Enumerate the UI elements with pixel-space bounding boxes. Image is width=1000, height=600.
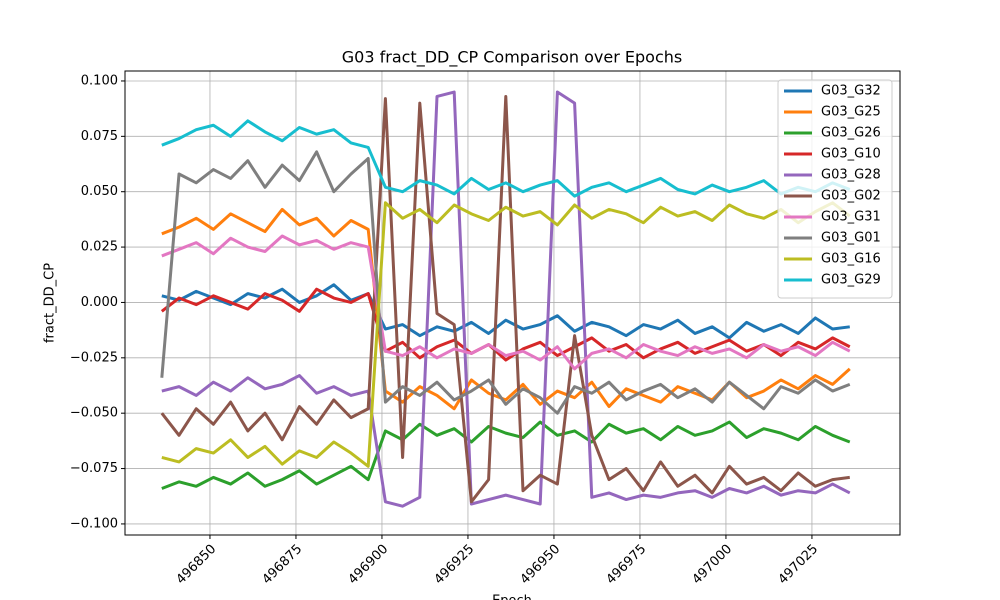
y-tick-label: −0.050 xyxy=(70,406,118,421)
series-line xyxy=(161,283,850,340)
chart-title: G03 fract_DD_CP Comparison over Epochs xyxy=(342,48,682,68)
plot-lines xyxy=(160,90,851,508)
legend-label: G03_G26 xyxy=(821,126,881,141)
y-axis-label: fract_DD_CP xyxy=(43,263,58,343)
x-tick-label: 497000 xyxy=(690,542,736,588)
x-tick-label: 497025 xyxy=(776,542,822,588)
legend-label: G03_G32 xyxy=(821,84,881,99)
y-tick-label: 0.000 xyxy=(81,295,118,310)
plot-frame xyxy=(124,70,901,536)
series-line xyxy=(161,201,851,468)
legend-label: G03_G01 xyxy=(821,231,881,246)
x-tick-label: 496950 xyxy=(518,542,564,588)
legend-label: G03_G31 xyxy=(821,210,881,225)
x-tick-label: 496975 xyxy=(604,542,650,588)
legend-label: G03_G10 xyxy=(821,147,881,162)
legend-label: G03_G02 xyxy=(821,189,881,204)
series-line xyxy=(161,420,851,490)
x-tick-label: 496875 xyxy=(260,542,306,588)
y-tick-label: 0.050 xyxy=(81,184,118,199)
x-tick-label: 496925 xyxy=(432,542,478,588)
series-line xyxy=(161,234,851,371)
y-tick-label: −0.075 xyxy=(70,461,118,476)
series-line xyxy=(160,287,851,362)
y-tick-label: 0.025 xyxy=(81,240,118,255)
legend-label: G03_G16 xyxy=(821,252,881,267)
series-line xyxy=(160,150,851,415)
x-tick-label: 496850 xyxy=(174,542,220,588)
y-tick-label: −0.025 xyxy=(70,350,118,365)
series-line xyxy=(160,94,850,504)
series-line xyxy=(161,90,851,508)
legend-label: G03_G29 xyxy=(821,273,881,288)
legend-label: G03_G28 xyxy=(821,168,881,183)
y-tick-label: 0.075 xyxy=(81,129,118,144)
y-tick-label: 0.100 xyxy=(81,73,118,88)
legend-label: G03_G25 xyxy=(821,105,881,120)
y-tick-label: −0.100 xyxy=(70,516,118,531)
series-line xyxy=(161,119,851,198)
x-tick-label: 496900 xyxy=(346,542,392,588)
x-axis-label: Epoch xyxy=(492,594,532,600)
